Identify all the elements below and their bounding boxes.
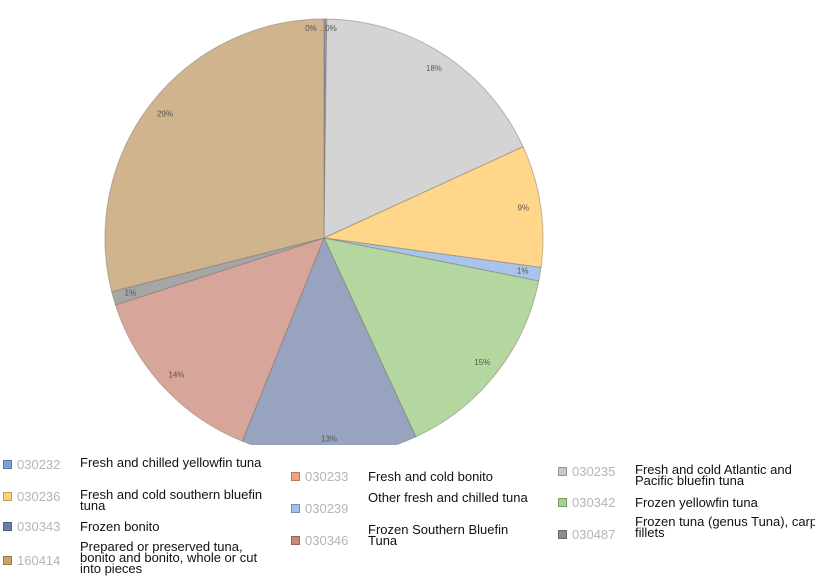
legend-code: 030233 [305,469,349,484]
legend-swatch [3,522,12,531]
slice-label-030346: 14% [168,370,184,379]
pie-slice-030346 [114,237,325,442]
legend-desc: Frozen tuna (genus Tuna), carp fillets [635,514,815,540]
slice-label-030236: 9% [518,204,530,213]
legend-desc: Fresh and cold Atlantic and Pacific blue… [635,462,792,488]
pie-slice-030239 [323,237,542,282]
legend-item-030346: 030346 Frozen Southern Bluefin Tuna [291,522,538,548]
slice-label-030233: 0% [325,24,337,33]
slice-label-030343: 13% [321,435,337,444]
slice-label-030342: 15% [474,358,490,367]
legend-swatch [291,504,300,513]
legend-code: 030343 [17,519,61,534]
slice-label-030235: 18% [426,64,442,73]
legend-code: 030232 [17,457,61,472]
legend-code: 030346 [305,533,349,548]
legend-item-160414: 160414 Prepared or preserved tuna, bonit… [3,539,270,576]
legend-item-030236: 030236 Fresh and cold southern bluefin t… [3,487,270,513]
pie-slice-030233 [323,18,328,239]
legend-desc: Frozen bonito [80,519,160,534]
legend-item-030232: 030232 Fresh and chilled yellowfin tuna [3,455,270,472]
legend-item-030239: 030239 Other fresh and chilled tuna [291,490,538,516]
legend-desc: Frozen yellowfin tuna [635,495,758,510]
pie-slice-160414 [104,18,325,293]
legend-code: 030342 [572,495,616,510]
pie-chart: 0% 0% 18% 9% 1% 15% 13% 14% 1% 29% … [104,18,544,445]
legend-swatch [3,460,12,469]
legend-swatch [291,472,300,481]
legend-swatch [291,536,300,545]
legend-item-030343: 030343 Frozen bonito [3,519,270,534]
legend-item-030487: 030487 Frozen tuna (genus Tuna), carp fi… [558,514,815,542]
legend-swatch [3,556,12,565]
legend-desc: Fresh and cold southern bluefin tuna [80,487,263,513]
pie-slice-030236 [322,146,544,268]
slice-label-030487: 1% [125,289,137,298]
legend-desc: Other fresh and chilled tuna [368,490,528,505]
legend-item-030342: 030342 Frozen yellowfin tuna [558,495,815,510]
legend-code: 030236 [17,489,61,504]
legend-swatch [558,467,567,476]
legend-desc: Prepared or preserved tuna, bonito and b… [80,539,258,576]
legend-code: 030235 [572,464,616,479]
pie-slice-030342 [323,237,540,438]
legend-desc: Fresh and chilled yellowfin tuna [80,455,262,470]
legend-code: 030239 [305,501,349,516]
pie-slice-030343 [241,236,417,445]
legend-code: 030487 [572,527,616,542]
pie-slice-030487 [111,237,325,306]
legend-item-030235: 030235 Fresh and cold Atlantic and Pacif… [558,462,815,488]
pie-slice-030235 [323,18,524,239]
pie-slice-030232 [323,18,326,239]
legend-desc: Fresh and cold bonito [368,469,494,484]
legend-swatch [558,530,567,539]
slice-label-leader: … [320,24,328,33]
legend-item-030233: 030233 Fresh and cold bonito [291,469,558,484]
slice-label-030239: 1% [517,266,529,275]
legend-swatch [558,498,567,507]
legend-code: 160414 [17,553,61,568]
legend-desc: Frozen Southern Bluefin Tuna [368,522,509,548]
slice-label-030232: 0% [305,24,317,33]
legend-swatch [3,492,12,501]
slice-label-160414: 29% [157,109,173,118]
